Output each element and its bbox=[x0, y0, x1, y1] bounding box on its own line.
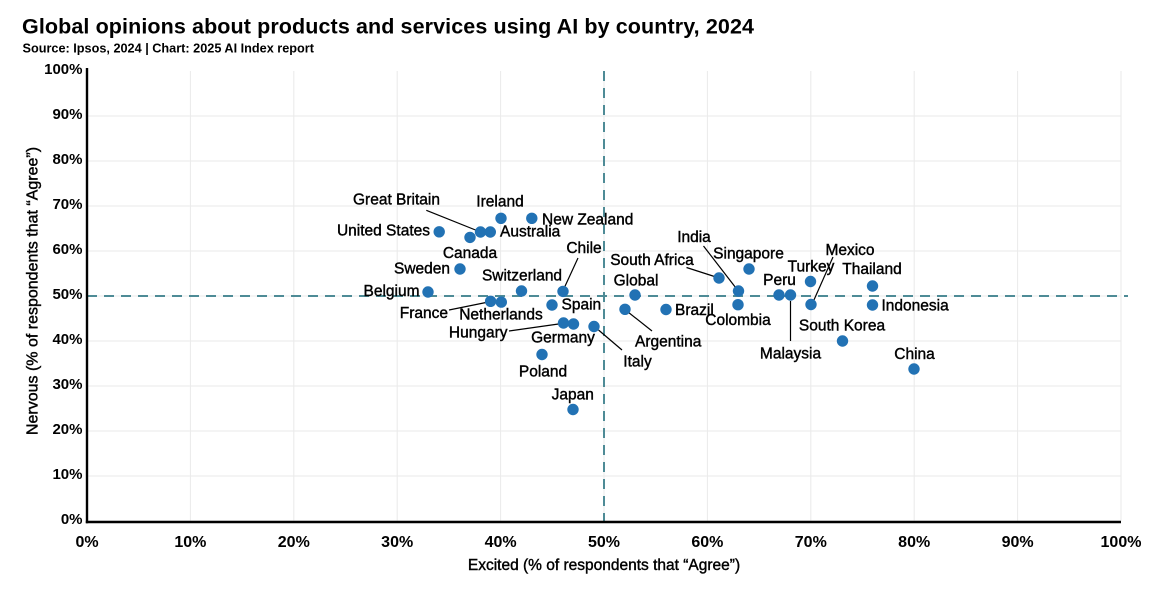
svg-text:60%: 60% bbox=[52, 241, 82, 258]
svg-text:40%: 40% bbox=[52, 331, 82, 348]
svg-text:60%: 60% bbox=[691, 534, 723, 551]
svg-text:10%: 10% bbox=[174, 534, 206, 551]
svg-text:Great Britain: Great Britain bbox=[353, 191, 440, 208]
svg-text:Nervous (% of respondents that: Nervous (% of respondents that “Agree”) bbox=[25, 147, 42, 435]
svg-text:China: China bbox=[894, 346, 935, 363]
svg-text:Turkey: Turkey bbox=[788, 259, 835, 276]
svg-text:Belgium: Belgium bbox=[364, 283, 420, 300]
svg-text:South Korea: South Korea bbox=[799, 318, 886, 335]
svg-text:50%: 50% bbox=[588, 534, 620, 551]
svg-text:Mexico: Mexico bbox=[825, 242, 874, 259]
svg-text:Argentina: Argentina bbox=[635, 334, 702, 351]
svg-text:0%: 0% bbox=[61, 511, 83, 528]
svg-text:Singapore: Singapore bbox=[713, 246, 784, 263]
svg-text:80%: 80% bbox=[52, 151, 82, 168]
svg-text:Germany: Germany bbox=[531, 330, 595, 347]
svg-text:20%: 20% bbox=[278, 534, 310, 551]
svg-text:South Africa: South Africa bbox=[610, 252, 694, 269]
svg-text:40%: 40% bbox=[485, 534, 517, 551]
svg-text:Source: Ipsos, 2024 | Chart: 2: Source: Ipsos, 2024 | Chart: 2025 AI Ind… bbox=[23, 42, 315, 56]
svg-text:Chile: Chile bbox=[566, 240, 601, 257]
svg-text:10%: 10% bbox=[52, 466, 82, 483]
svg-text:Thailand: Thailand bbox=[842, 261, 901, 278]
svg-text:Indonesia: Indonesia bbox=[882, 298, 950, 315]
svg-text:30%: 30% bbox=[52, 376, 82, 393]
svg-text:India: India bbox=[677, 229, 711, 246]
svg-text:New Zealand: New Zealand bbox=[542, 212, 633, 229]
svg-text:Sweden: Sweden bbox=[394, 261, 450, 278]
svg-text:Global opinions about products: Global opinions about products and servi… bbox=[22, 15, 754, 39]
svg-text:Australia: Australia bbox=[500, 224, 561, 241]
svg-text:United States: United States bbox=[337, 223, 430, 240]
svg-text:Peru: Peru bbox=[763, 272, 796, 289]
svg-text:0%: 0% bbox=[75, 534, 98, 551]
svg-text:Excited (% of respondents that: Excited (% of respondents that “Agree”) bbox=[468, 557, 740, 574]
svg-text:70%: 70% bbox=[52, 196, 82, 213]
svg-text:Colombia: Colombia bbox=[705, 312, 771, 329]
svg-text:Japan: Japan bbox=[552, 386, 594, 403]
svg-text:Canada: Canada bbox=[443, 245, 498, 262]
svg-text:30%: 30% bbox=[381, 534, 413, 551]
svg-text:Poland: Poland bbox=[519, 364, 567, 381]
svg-text:100%: 100% bbox=[44, 61, 82, 78]
svg-text:Malaysia: Malaysia bbox=[760, 345, 822, 362]
svg-text:Ireland: Ireland bbox=[476, 194, 523, 211]
svg-text:Spain: Spain bbox=[562, 297, 602, 314]
svg-text:Italy: Italy bbox=[623, 354, 652, 371]
svg-text:70%: 70% bbox=[795, 534, 827, 551]
svg-text:Switzerland: Switzerland bbox=[482, 268, 562, 285]
svg-text:20%: 20% bbox=[52, 421, 82, 438]
svg-text:90%: 90% bbox=[52, 106, 82, 123]
svg-text:100%: 100% bbox=[1101, 534, 1142, 551]
svg-text:80%: 80% bbox=[898, 534, 930, 551]
svg-text:France: France bbox=[400, 305, 448, 322]
svg-text:Brazil: Brazil bbox=[675, 302, 714, 319]
svg-text:50%: 50% bbox=[52, 286, 82, 303]
svg-text:90%: 90% bbox=[1002, 534, 1034, 551]
svg-text:Global: Global bbox=[614, 273, 659, 290]
svg-text:Netherlands: Netherlands bbox=[459, 307, 543, 324]
svg-text:Hungary: Hungary bbox=[449, 325, 508, 342]
